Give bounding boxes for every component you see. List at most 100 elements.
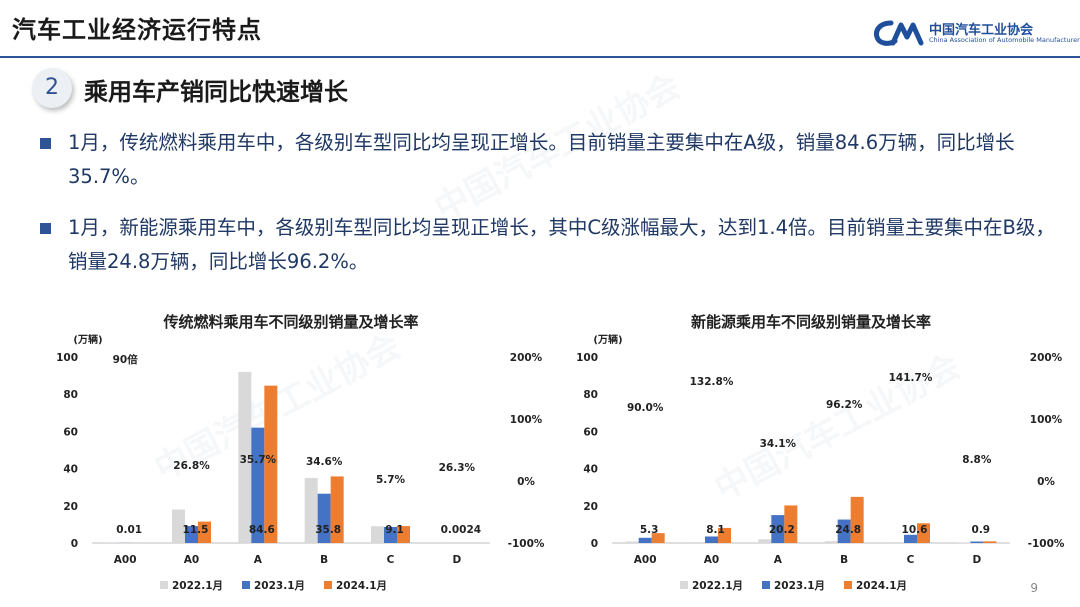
bar-2023.1月 — [384, 527, 397, 543]
growth-label: 26.3% — [439, 462, 476, 474]
data-label: 20.2 — [769, 524, 795, 536]
y-tick-label: 40 — [63, 464, 78, 476]
bar-2023.1月 — [638, 537, 652, 543]
bar-2022.1月 — [824, 541, 838, 543]
caam-logo-icon — [874, 20, 924, 46]
header-divider — [0, 56, 1080, 58]
bar-2022.1月 — [625, 541, 639, 543]
y-tick-label: 0 — [71, 538, 78, 550]
x-tick-label: D — [452, 554, 461, 566]
section-number-badge: 2 — [32, 68, 72, 108]
data-label: 9.1 — [385, 524, 404, 536]
bar-2023.1月 — [251, 427, 265, 543]
y2-tick-label: 100% — [510, 414, 543, 426]
legend-label: 2023.1月 — [254, 580, 305, 592]
growth-label: 96.2% — [826, 399, 863, 411]
legend-swatch — [324, 581, 332, 589]
growth-label: 90.0% — [627, 402, 664, 414]
growth-label: 5.7% — [376, 474, 406, 486]
chart-traditional-fuel: 传统燃料乘用车不同级别销量及增长率 (万辆) 0 20 40 60 80 100 -100% 0%… — [30, 305, 550, 600]
x-tick-label: D — [972, 554, 981, 566]
data-label: 0.0024 — [441, 524, 482, 536]
bar-2022.1月 — [692, 542, 705, 543]
y-tick-label: 40 — [583, 464, 598, 476]
growth-label: 26.8% — [173, 460, 210, 472]
bar-2024.1月 — [264, 385, 278, 543]
x-tick-label: A00 — [634, 554, 657, 566]
y-tick-label: 60 — [583, 426, 598, 438]
bar-2023.1月 — [771, 515, 785, 543]
chart-canvas: 新能源乘用车不同级别销量及增长率 (万辆) 0 20 40 60 80 100 -100% 0% 1… — [576, 313, 1065, 592]
bar-2024.1月 — [784, 505, 798, 543]
page-number: 9 — [1030, 581, 1038, 595]
y-tick-label: 60 — [63, 426, 78, 438]
y2-tick-label: 0% — [517, 476, 535, 488]
growth-label: 34.1% — [760, 438, 797, 450]
y-axis-unit: (万辆) — [593, 333, 622, 346]
legend-swatch — [242, 581, 250, 589]
growth-label: 141.7% — [889, 372, 933, 384]
data-label: 35.8 — [315, 524, 341, 536]
x-tick-label: A — [774, 554, 783, 566]
data-label: 0.9 — [972, 524, 991, 536]
y2-tick-label: 200% — [1030, 352, 1063, 364]
y2-tick-label: -100% — [1028, 538, 1065, 550]
bullet-square-icon — [40, 138, 51, 149]
bullet-text: 1月，新能源乘用车中，各级别车型同比均呈现正增长，其中C级涨幅最大，达到1.4倍… — [68, 216, 1055, 273]
growth-label: 34.6% — [306, 456, 343, 468]
logo-text-en: China Association of Automobile Manufact… — [929, 36, 1080, 44]
data-label: 11.5 — [183, 524, 209, 536]
bar-2024.1月 — [651, 533, 665, 543]
x-tick-label: A00 — [114, 554, 137, 566]
bar-2024.1月 — [330, 476, 344, 543]
chart-canvas: 传统燃料乘用车不同级别销量及增长率 (万辆) 0 20 40 60 80 100 -100% 0%… — [56, 313, 545, 592]
x-tick-label: C — [387, 554, 395, 566]
data-label: 5.3 — [640, 524, 659, 536]
bar-2024.1月 — [850, 496, 864, 543]
bar-2023.1月 — [970, 541, 984, 543]
bullet-square-icon — [40, 223, 51, 234]
y-tick-label: 100 — [56, 352, 78, 364]
bar-2023.1月 — [317, 493, 331, 543]
data-label: 84.6 — [249, 524, 275, 536]
bar-2024.1月 — [983, 541, 997, 543]
legend-label: 2024.1月 — [336, 580, 387, 592]
data-label: 24.8 — [835, 524, 861, 536]
chart-new-energy: 新能源乘用车不同级别销量及增长率 (万辆) 0 20 40 60 80 100 -100% 0% 1… — [550, 305, 1070, 600]
legend-swatch — [844, 581, 852, 589]
x-tick-label: A0 — [704, 554, 719, 566]
y-tick-label: 20 — [63, 501, 78, 513]
bar-2023.1月 — [904, 534, 917, 543]
bar-2023.1月 — [837, 519, 851, 543]
bar-2022.1月 — [891, 542, 904, 543]
data-label: 10.6 — [902, 524, 928, 536]
y-tick-label: 80 — [583, 389, 598, 401]
growth-label: 132.8% — [690, 376, 734, 388]
logo-text-cn: 中国汽车工业协会 — [929, 23, 1034, 38]
chart-title: 新能源乘用车不同级别销量及增长率 — [691, 313, 931, 331]
x-tick-label: C — [907, 554, 915, 566]
bar-2023.1月 — [705, 536, 718, 543]
y-tick-label: 0 — [591, 538, 598, 550]
bar-2022.1月 — [371, 526, 384, 543]
page-header-title: 汽车工业经济运行特点 — [12, 16, 262, 44]
legend-label: 2022.1月 — [172, 580, 223, 592]
bar-2022.1月 — [238, 371, 252, 543]
section-title: 乘用车产销同比快速增长 — [84, 78, 348, 106]
data-label: 8.1 — [706, 524, 725, 536]
bar-2024.1月 — [917, 523, 930, 543]
bar-2022.1月 — [172, 509, 185, 543]
bar-2024.1月 — [718, 527, 731, 543]
y-axis-unit: (万辆) — [73, 333, 102, 346]
y2-tick-label: 100% — [1030, 414, 1063, 426]
bar-2024.1月 — [198, 521, 211, 543]
chart-title: 传统燃料乘用车不同级别销量及增长率 — [162, 313, 418, 331]
legend-swatch — [160, 581, 168, 589]
bar-2022.1月 — [304, 477, 318, 543]
x-tick-label: A0 — [184, 554, 199, 566]
y2-tick-label: 0% — [1037, 476, 1055, 488]
y2-tick-label: -100% — [508, 538, 545, 550]
section-number: 2 — [45, 75, 59, 100]
growth-label: 8.8% — [962, 454, 992, 466]
legend-swatch — [762, 581, 770, 589]
